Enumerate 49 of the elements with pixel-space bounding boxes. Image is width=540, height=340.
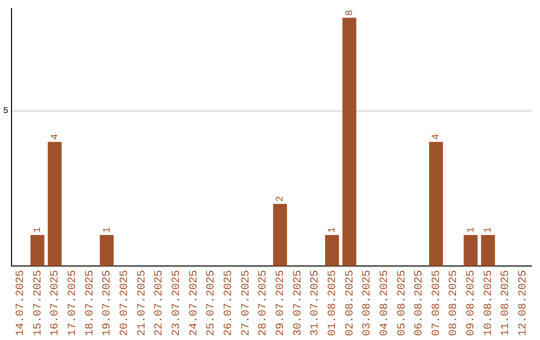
x-tick-label: 28.07.2025 — [258, 270, 270, 336]
x-tick-label: 14.07.2025 — [14, 270, 27, 336]
x-tick-label: 16.07.2025 — [50, 270, 62, 336]
x-tick-label: 25.07.2025 — [206, 270, 218, 336]
data-label: 1 — [484, 226, 495, 233]
x-tick-label: 06.08.2025 — [414, 270, 426, 336]
data-label: 8 — [344, 10, 356, 16]
bar — [481, 234, 495, 266]
data-label: 2 — [276, 196, 287, 202]
bar — [429, 142, 443, 266]
x-tick-label: 03.08.2025 — [362, 270, 374, 336]
x-tick-label: 20.07.2025 — [118, 270, 131, 336]
bar — [100, 234, 114, 266]
data-label: 1 — [328, 226, 339, 233]
y-tick-label: 5 — [2, 106, 8, 116]
x-tick-label: 05.08.2025 — [396, 270, 408, 336]
x-tick-label: 17.07.2025 — [66, 270, 79, 336]
x-tick-label: 30.07.2025 — [292, 270, 304, 336]
x-tick-label: 22.07.2025 — [154, 270, 166, 336]
bar — [48, 142, 62, 266]
x-tick-label: 08.08.2025 — [448, 270, 460, 336]
data-label: 4 — [50, 134, 62, 140]
x-tick-label: 01.08.2025 — [326, 270, 339, 336]
x-tick-label: 02.08.2025 — [344, 270, 356, 336]
bar — [464, 234, 478, 266]
bar — [325, 234, 339, 266]
data-label: 1 — [466, 226, 478, 233]
x-tick-label: 15.07.2025 — [32, 270, 44, 336]
x-tick-label: 21.07.2025 — [136, 270, 148, 336]
x-tick-label: 07.08.2025 — [430, 270, 443, 336]
bar — [342, 18, 356, 266]
x-tick-label: 31.07.2025 — [310, 270, 322, 336]
x-tick-label: 11.08.2025 — [500, 270, 512, 336]
data-label: 1 — [33, 226, 44, 233]
x-tick-label: 27.07.2025 — [240, 270, 252, 336]
x-tick-label: 18.07.2025 — [84, 270, 96, 336]
x-tick-label: 09.08.2025 — [466, 270, 478, 336]
bar — [273, 204, 287, 266]
x-tick-label: 24.07.2025 — [188, 270, 200, 336]
x-tick-label: 23.07.2025 — [170, 270, 183, 336]
x-tick-label: 29.07.2025 — [274, 270, 287, 336]
data-label: 4 — [432, 134, 443, 140]
x-tick-label: 19.07.2025 — [102, 270, 114, 336]
data-label: 1 — [102, 226, 114, 233]
x-tick-label: 26.07.2025 — [222, 270, 235, 336]
x-tick-label: 12.08.2025 — [518, 270, 530, 336]
bar — [30, 234, 44, 266]
x-tick-label: 10.08.2025 — [482, 270, 495, 336]
x-tick-label: 04.08.2025 — [378, 270, 391, 336]
